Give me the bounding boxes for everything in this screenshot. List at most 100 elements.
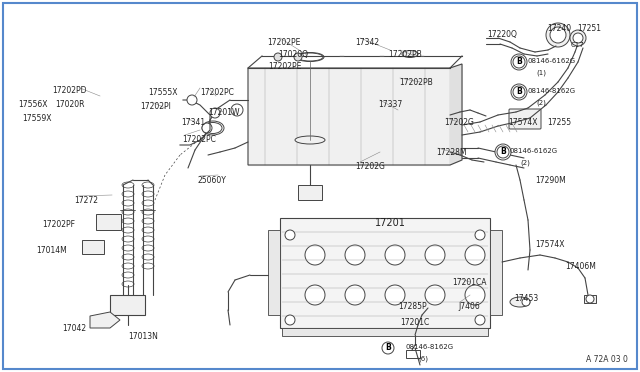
Text: 17228M: 17228M	[436, 148, 467, 157]
Text: 17201C: 17201C	[400, 318, 429, 327]
Ellipse shape	[142, 227, 154, 233]
Text: 17559X: 17559X	[22, 114, 51, 123]
Text: B: B	[516, 87, 522, 96]
Text: 17042: 17042	[62, 324, 86, 333]
Ellipse shape	[122, 245, 134, 251]
Ellipse shape	[204, 122, 222, 134]
Text: 17202PC: 17202PC	[200, 88, 234, 97]
Circle shape	[495, 144, 511, 160]
Text: 17290M: 17290M	[535, 176, 566, 185]
Text: 17013N: 17013N	[128, 332, 158, 341]
Ellipse shape	[297, 53, 323, 61]
Circle shape	[497, 146, 509, 158]
Ellipse shape	[122, 236, 134, 242]
Circle shape	[465, 245, 485, 265]
Ellipse shape	[122, 227, 134, 233]
Text: C17: C17	[571, 42, 585, 48]
Ellipse shape	[142, 236, 154, 242]
Ellipse shape	[142, 254, 154, 260]
Text: 17240: 17240	[547, 24, 571, 33]
Circle shape	[475, 315, 485, 325]
Text: (2): (2)	[536, 100, 546, 106]
Ellipse shape	[122, 209, 134, 215]
Text: 17202G: 17202G	[355, 162, 385, 171]
Ellipse shape	[122, 263, 134, 269]
Circle shape	[274, 53, 282, 61]
Ellipse shape	[142, 263, 154, 269]
Circle shape	[586, 295, 594, 303]
Text: 17453: 17453	[514, 294, 538, 303]
Text: J7406: J7406	[458, 302, 480, 311]
Text: 08146-8162G: 08146-8162G	[406, 344, 454, 350]
Polygon shape	[90, 312, 120, 328]
Text: 17201: 17201	[375, 218, 406, 228]
Text: 17574X: 17574X	[508, 118, 538, 127]
Ellipse shape	[122, 272, 134, 278]
Circle shape	[285, 315, 295, 325]
Text: 17574X: 17574X	[535, 240, 564, 249]
Polygon shape	[450, 64, 462, 165]
Circle shape	[550, 27, 566, 43]
Text: 17202G: 17202G	[444, 118, 474, 127]
FancyBboxPatch shape	[3, 3, 637, 369]
Circle shape	[425, 245, 445, 265]
FancyBboxPatch shape	[280, 218, 490, 328]
Circle shape	[385, 285, 405, 305]
FancyBboxPatch shape	[490, 230, 502, 315]
Text: 17220Q: 17220Q	[487, 30, 517, 39]
FancyBboxPatch shape	[509, 109, 541, 129]
Circle shape	[570, 30, 586, 46]
Circle shape	[425, 285, 445, 305]
Ellipse shape	[142, 200, 154, 206]
Text: 17272: 17272	[74, 196, 98, 205]
Text: 08146-6162G: 08146-6162G	[510, 148, 558, 154]
Text: 17202PF: 17202PF	[42, 220, 75, 229]
Text: 17251: 17251	[577, 24, 601, 33]
Ellipse shape	[402, 51, 418, 58]
Ellipse shape	[122, 281, 134, 287]
Circle shape	[513, 56, 525, 68]
Text: B: B	[385, 343, 391, 353]
Ellipse shape	[296, 52, 324, 61]
Ellipse shape	[122, 182, 134, 188]
Ellipse shape	[142, 245, 154, 251]
Text: (6): (6)	[418, 356, 428, 362]
Circle shape	[522, 298, 530, 306]
Ellipse shape	[122, 191, 134, 197]
Polygon shape	[248, 68, 450, 165]
Circle shape	[385, 245, 405, 265]
FancyBboxPatch shape	[406, 350, 420, 358]
Ellipse shape	[202, 121, 224, 135]
Text: 17285P: 17285P	[398, 302, 427, 311]
Text: A 72A 03 0: A 72A 03 0	[586, 355, 628, 364]
FancyBboxPatch shape	[82, 240, 104, 254]
Text: 25060Y: 25060Y	[197, 176, 226, 185]
Circle shape	[231, 104, 243, 116]
Circle shape	[546, 23, 570, 47]
Circle shape	[294, 53, 302, 61]
Circle shape	[513, 86, 525, 98]
Text: 17342: 17342	[355, 38, 379, 47]
Circle shape	[210, 108, 220, 118]
Circle shape	[511, 84, 527, 100]
Text: 17202PI: 17202PI	[140, 102, 171, 111]
Text: B: B	[516, 58, 522, 67]
Text: 17202PD: 17202PD	[52, 86, 86, 95]
Text: 17341: 17341	[181, 118, 205, 127]
FancyBboxPatch shape	[584, 295, 596, 303]
Ellipse shape	[122, 218, 134, 224]
Text: (2): (2)	[520, 160, 530, 167]
Text: 08146-6162G: 08146-6162G	[528, 58, 576, 64]
Text: 17202PB: 17202PB	[388, 50, 422, 59]
Text: 17201CA: 17201CA	[452, 278, 486, 287]
Text: 17020R: 17020R	[55, 100, 84, 109]
Circle shape	[345, 285, 365, 305]
Text: 17337: 17337	[378, 100, 403, 109]
Text: 17201W: 17201W	[208, 108, 239, 117]
FancyBboxPatch shape	[110, 295, 145, 315]
Text: 08146-8162G: 08146-8162G	[528, 88, 576, 94]
Text: (1): (1)	[536, 70, 546, 77]
Circle shape	[305, 285, 325, 305]
Ellipse shape	[510, 297, 530, 307]
Ellipse shape	[122, 254, 134, 260]
